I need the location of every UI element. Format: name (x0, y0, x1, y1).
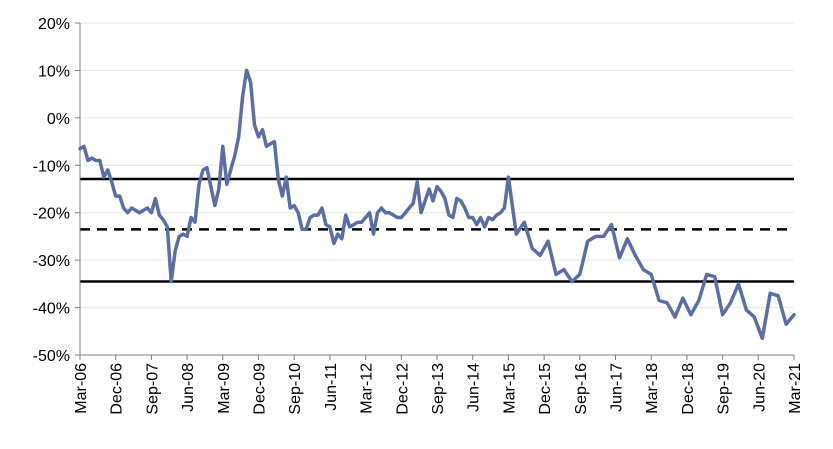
series-line (78, 68, 796, 341)
axes (75, 22, 795, 360)
y-tick-label: -40% (33, 301, 70, 318)
y-tick-label: 0% (47, 111, 70, 128)
y-tick-labels: 20% 10% 0% -10% -20% -30% -40% -50% (33, 16, 70, 365)
y-tick-label: -10% (33, 158, 70, 175)
y-tick-label: -20% (33, 206, 70, 223)
y-tick-label: 10% (38, 63, 70, 80)
x-tick-label: Sep-19 (716, 363, 733, 415)
x-tick-label: Dec-06 (109, 363, 126, 415)
x-tick-label: Jun-11 (323, 363, 340, 411)
x-tick-label: Mar-15 (501, 363, 518, 414)
y-tick-label: -30% (33, 253, 70, 270)
series-layer (78, 68, 796, 341)
x-tick-label: Sep-16 (573, 363, 590, 415)
y-tick-label: 20% (38, 16, 70, 33)
x-tick-label: Sep-07 (144, 363, 161, 415)
y-tick-label: -50% (33, 348, 70, 365)
x-tick-label: Mar-18 (644, 363, 661, 414)
x-tick-label: Dec-12 (394, 363, 411, 415)
x-tick-label: Sep-10 (287, 363, 304, 415)
x-tick-label: Jun-17 (609, 363, 626, 412)
x-tick-label: Mar-06 (73, 363, 90, 414)
x-tick-label: Dec-15 (537, 363, 554, 415)
x-tick-label: Sep-13 (430, 363, 447, 415)
x-tick-label: Jun-14 (466, 363, 483, 412)
x-tick-label: Mar-09 (216, 363, 233, 414)
x-tick-label: Mar-12 (359, 363, 376, 414)
x-tick-label: Mar-21 (787, 363, 804, 414)
x-tick-labels: Mar-06 Dec-06 Sep-07 Jun-08 Mar-09 Dec-09 Sep-… (73, 363, 804, 415)
x-tick-label: Jun-20 (751, 363, 768, 412)
x-tick-label: Jun-08 (180, 363, 197, 412)
x-tick-label: Dec-09 (252, 363, 269, 415)
gridlines (80, 22, 794, 356)
x-tick-label: Dec-18 (680, 363, 697, 415)
